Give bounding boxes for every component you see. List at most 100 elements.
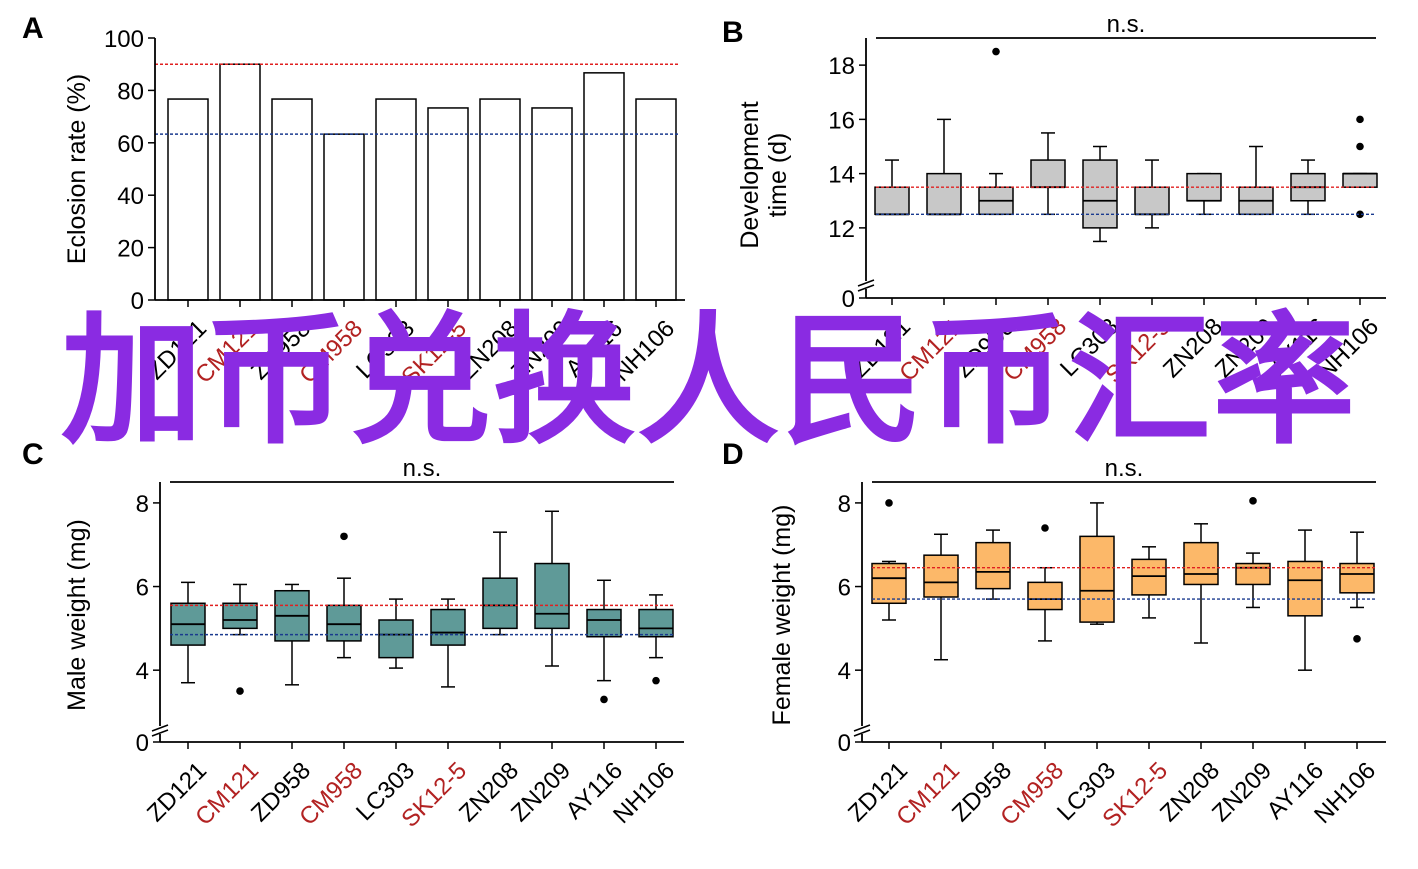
box (1131, 558, 1167, 596)
bar (479, 98, 521, 301)
box-group (1186, 172, 1222, 216)
box-group (1030, 132, 1066, 216)
bar (427, 107, 469, 301)
axis-break-mark (853, 729, 871, 737)
axis-break-mark (857, 284, 875, 292)
box-group (978, 47, 1014, 216)
significance-label: n.s. (1107, 11, 1146, 38)
outlier-point (992, 47, 1000, 56)
bar (323, 133, 365, 301)
box-group (1134, 159, 1170, 229)
box-group (1238, 145, 1274, 216)
y-tick-label: 16 (828, 107, 855, 134)
box (874, 186, 910, 216)
box (482, 577, 518, 630)
y-axis-label: Female weight (mg) (768, 505, 796, 726)
box (923, 554, 959, 598)
panel-letter: D (722, 438, 744, 471)
y-tick-label: 12 (828, 216, 855, 243)
box-group (1339, 531, 1375, 643)
box (926, 172, 962, 216)
y-axis-label: Male weight (mg) (63, 519, 91, 711)
bar (271, 98, 313, 301)
box-group (430, 598, 466, 688)
box (1082, 159, 1118, 229)
box (1235, 562, 1271, 586)
box (1183, 541, 1219, 586)
box (1134, 186, 1170, 216)
box (1342, 172, 1378, 188)
box-group (871, 499, 907, 621)
y-tick-label: 18 (828, 53, 855, 80)
box-group (1082, 145, 1118, 243)
axis-break-gap (154, 726, 166, 734)
bar (219, 63, 261, 301)
significance-label: n.s. (1105, 455, 1144, 482)
box (975, 541, 1011, 590)
outlier-point (1353, 635, 1361, 643)
box (871, 562, 907, 605)
panel-letter: A (22, 12, 44, 45)
box (1079, 535, 1115, 623)
y-tick-label: 6 (136, 575, 149, 602)
bar (583, 72, 625, 301)
y-tick-label: 20 (117, 236, 144, 263)
y-tick-label: 0 (842, 286, 855, 313)
outlier-point (1041, 524, 1049, 532)
panel-letter: B (722, 16, 744, 49)
axis-break-gap (856, 726, 868, 734)
bar (531, 107, 573, 301)
box (534, 562, 570, 630)
y-axis-label: Eclosion rate (%) (63, 74, 91, 264)
y-tick-label: 80 (117, 78, 144, 105)
y-tick-label: 0 (131, 288, 144, 315)
y-axis-label: Developmenttime (d) (736, 101, 792, 248)
box-group (1235, 497, 1271, 609)
box (430, 608, 466, 646)
box-group (586, 579, 622, 704)
y-tick-label: 8 (136, 491, 149, 518)
bar (167, 98, 209, 301)
box-group (482, 531, 518, 636)
box-group (1027, 524, 1063, 642)
box-group (926, 118, 962, 216)
box-group (326, 532, 362, 659)
x-tick-label: ZN209 (506, 757, 576, 827)
y-tick-label: 60 (117, 131, 144, 158)
box-group (923, 533, 959, 661)
outlier-point (1356, 142, 1364, 151)
bar (375, 98, 417, 301)
outlier-point (340, 532, 348, 541)
box (1027, 581, 1063, 611)
y-tick-label: 4 (136, 658, 149, 685)
outlier-point (1356, 115, 1364, 124)
outlier-point (1249, 497, 1257, 505)
x-tick-label: ZN209 (506, 315, 576, 385)
box-group (1183, 523, 1219, 644)
bar (635, 98, 677, 301)
box (326, 604, 362, 642)
axis-break-mark (853, 724, 871, 732)
box-group (638, 594, 674, 685)
axis-break-gap (860, 281, 872, 289)
box (586, 608, 622, 638)
panel-letter: C (22, 438, 44, 471)
y-tick-label: 8 (838, 491, 851, 518)
outlier-point (885, 499, 893, 507)
y-tick-label: 0 (136, 730, 149, 757)
box-group (975, 529, 1011, 600)
outlier-point (652, 676, 660, 685)
box-group (378, 598, 414, 669)
box (222, 602, 258, 630)
box-group (1342, 115, 1378, 219)
y-tick-label: 40 (117, 183, 144, 210)
axis-break-mark (857, 279, 875, 287)
significance-label: n.s. (403, 455, 442, 482)
box (1030, 159, 1066, 188)
box-group (1079, 502, 1115, 625)
axis-break-mark (151, 729, 169, 737)
